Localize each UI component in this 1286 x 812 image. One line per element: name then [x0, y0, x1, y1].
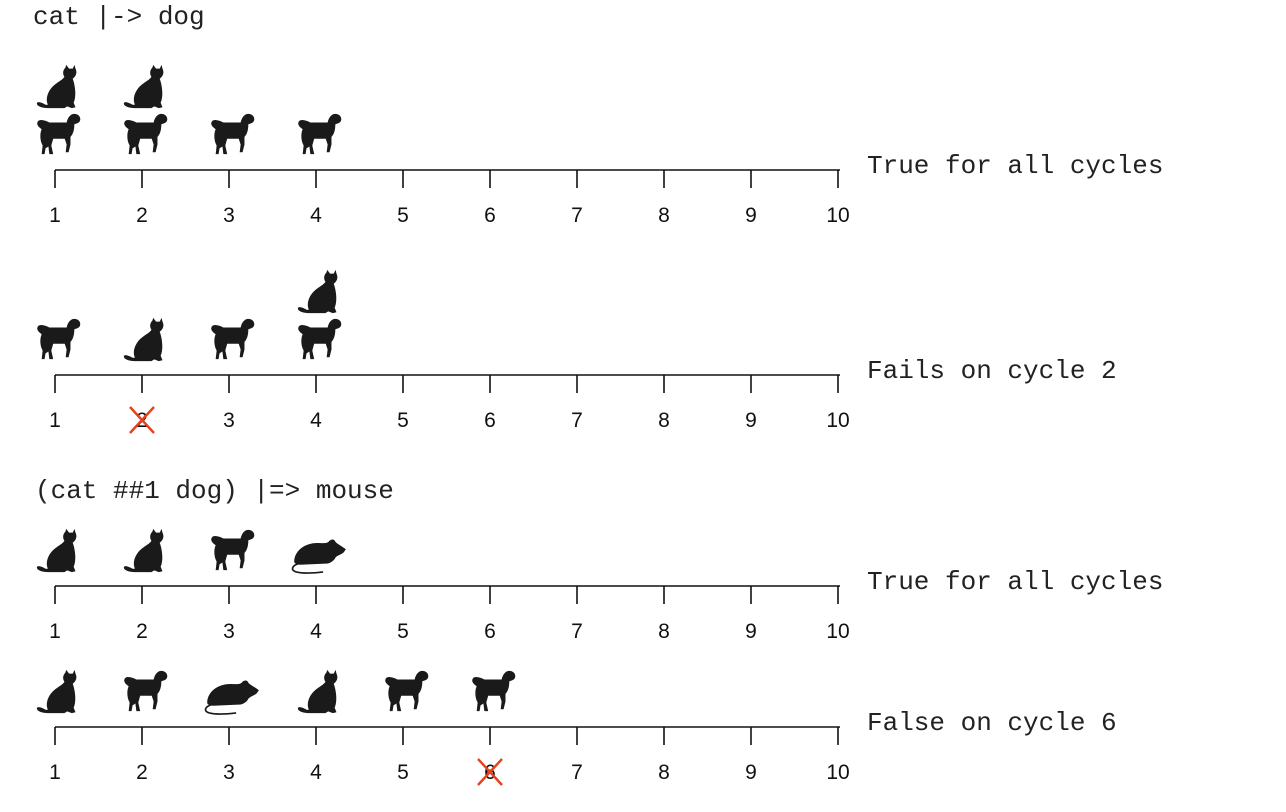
dog-icon	[211, 529, 255, 571]
tick-label-8: 8	[658, 204, 670, 227]
timeline-4: 12345678910False on cycle 6	[36, 669, 1117, 786]
tick-label-10: 10	[826, 761, 849, 784]
timeline-2: 12345678910Fails on cycle 2	[37, 269, 1117, 434]
cat-icon	[36, 669, 77, 714]
tick-label-7: 7	[571, 620, 583, 643]
tick-label-3: 3	[223, 761, 235, 784]
tick-label-10: 10	[826, 204, 849, 227]
tick-label-2: 2	[136, 204, 148, 227]
tick-label-7: 7	[571, 204, 583, 227]
tick-label-10: 10	[826, 620, 849, 643]
tick-label-9: 9	[745, 204, 757, 227]
mouse-icon	[204, 679, 260, 715]
tick-label-7: 7	[571, 409, 583, 432]
result-label: False on cycle 6	[867, 708, 1117, 738]
timeline-3: 1 2 3 4 5 6 7 8 9 10 True for all cycles	[36, 528, 1163, 643]
tick-label-9: 9	[745, 620, 757, 643]
result-label: True for all cycles	[867, 151, 1163, 181]
tick-label-1: 1	[49, 204, 61, 227]
dog-icon	[298, 113, 342, 155]
tick-label-4: 4	[310, 204, 322, 227]
timeline-1: 1 2 3 4 5 6 7 8 9 10 True for all cycles	[36, 64, 1163, 227]
tick-label-10: 10	[826, 409, 849, 432]
tick-label-5: 5	[397, 620, 409, 643]
tick-label-3: 3	[223, 620, 235, 643]
tick-label-4: 4	[310, 409, 322, 432]
mouse-icon	[291, 538, 347, 574]
tick-label-5: 5	[397, 761, 409, 784]
dog-icon	[124, 113, 168, 155]
section-title-2: (cat ##1 dog) |=> mouse	[35, 476, 394, 506]
tick-label-5: 5	[397, 409, 409, 432]
tick-label-2: 2	[136, 620, 148, 643]
cat-icon	[123, 64, 164, 109]
cat-icon	[297, 669, 338, 714]
tick-label-3: 3	[223, 204, 235, 227]
section-title-1: cat |-> dog	[33, 2, 205, 32]
cat-icon	[123, 528, 164, 573]
dog-icon	[472, 670, 516, 712]
tick-label-6: 6	[484, 409, 496, 432]
tick-label-6: 6	[484, 204, 496, 227]
fail-cross-mark	[477, 758, 503, 786]
tick-label-9: 9	[745, 761, 757, 784]
cat-icon	[297, 269, 338, 314]
dog-icon	[298, 318, 342, 360]
tick-label-5: 5	[397, 204, 409, 227]
tick-label-8: 8	[658, 620, 670, 643]
tick-label-8: 8	[658, 409, 670, 432]
dog-icon	[124, 670, 168, 712]
tick-label-3: 3	[223, 409, 235, 432]
tick-label-7: 7	[571, 761, 583, 784]
dog-icon	[37, 318, 81, 360]
tick-label-2: 2	[136, 761, 148, 784]
cat-icon	[36, 64, 77, 109]
tick-label-9: 9	[745, 409, 757, 432]
dog-icon	[385, 670, 429, 712]
tick-label-4: 4	[310, 761, 322, 784]
dog-icon	[37, 113, 81, 155]
result-label: Fails on cycle 2	[867, 356, 1117, 386]
dog-icon	[211, 113, 255, 155]
tick-label-1: 1	[49, 409, 61, 432]
cat-icon	[123, 317, 164, 362]
tick-label-1: 1	[49, 620, 61, 643]
result-label: True for all cycles	[867, 567, 1163, 597]
tick-label-8: 8	[658, 761, 670, 784]
fail-cross-mark	[129, 406, 155, 434]
dog-icon	[211, 318, 255, 360]
tick-label-1: 1	[49, 761, 61, 784]
cat-icon	[36, 528, 77, 573]
tick-label-6: 6	[484, 620, 496, 643]
tick-label-4: 4	[310, 620, 322, 643]
